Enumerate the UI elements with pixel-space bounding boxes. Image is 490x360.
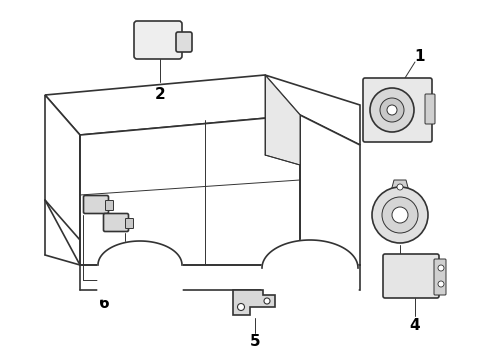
Circle shape (382, 197, 418, 233)
FancyBboxPatch shape (105, 201, 114, 211)
FancyBboxPatch shape (103, 213, 128, 231)
Ellipse shape (293, 258, 327, 278)
Polygon shape (98, 241, 182, 299)
Text: 4: 4 (410, 319, 420, 333)
Text: 6: 6 (98, 296, 109, 310)
Polygon shape (262, 240, 358, 306)
FancyBboxPatch shape (134, 21, 182, 59)
FancyBboxPatch shape (425, 94, 435, 124)
Polygon shape (390, 180, 410, 195)
Polygon shape (265, 75, 360, 145)
Polygon shape (45, 75, 300, 135)
Circle shape (438, 281, 444, 287)
Polygon shape (233, 290, 275, 315)
Polygon shape (300, 265, 360, 290)
Ellipse shape (100, 243, 180, 287)
Circle shape (392, 207, 408, 223)
Polygon shape (265, 75, 300, 165)
Circle shape (264, 298, 270, 304)
FancyBboxPatch shape (363, 78, 432, 142)
FancyBboxPatch shape (176, 32, 192, 52)
FancyBboxPatch shape (83, 195, 108, 213)
Circle shape (372, 187, 428, 243)
Circle shape (397, 184, 403, 190)
Polygon shape (300, 115, 360, 265)
Circle shape (238, 303, 245, 310)
Circle shape (438, 265, 444, 271)
FancyBboxPatch shape (125, 219, 133, 229)
Circle shape (387, 105, 397, 115)
Circle shape (380, 98, 404, 122)
FancyBboxPatch shape (434, 259, 446, 295)
Text: 2: 2 (155, 86, 166, 102)
Polygon shape (80, 115, 300, 265)
Circle shape (370, 88, 414, 132)
Ellipse shape (125, 257, 155, 273)
Text: 3: 3 (392, 267, 403, 283)
Text: 5: 5 (250, 334, 260, 350)
Text: 1: 1 (415, 49, 425, 63)
Polygon shape (45, 95, 80, 240)
Ellipse shape (264, 242, 356, 294)
FancyBboxPatch shape (383, 254, 439, 298)
